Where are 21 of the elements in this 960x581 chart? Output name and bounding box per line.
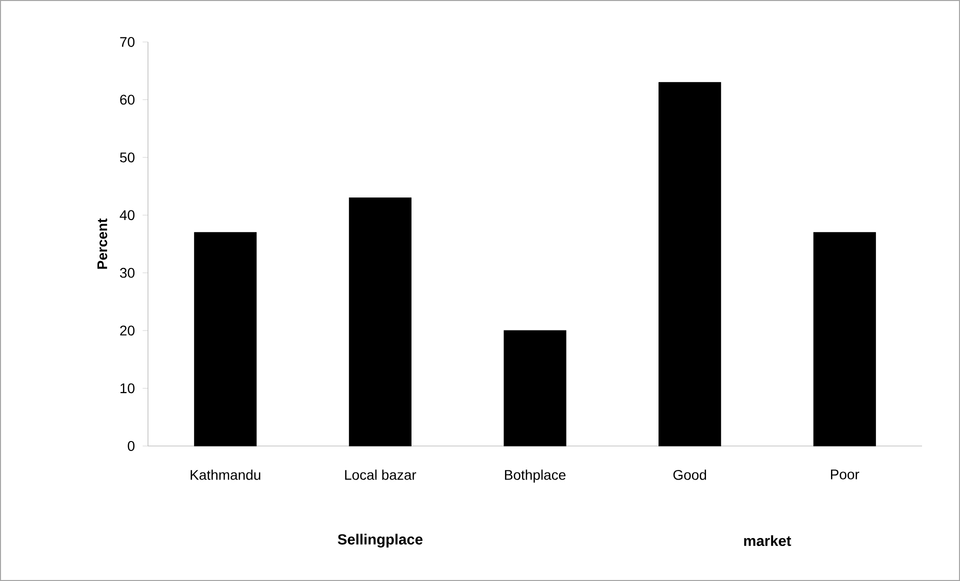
y-tick-label: 0 [128,441,134,451]
bar [658,82,722,446]
bar [194,232,257,446]
y-tick-label: 60 [120,94,134,105]
bar [813,232,876,446]
x-tick-label: Good [673,470,706,480]
x-tick-label: Kathmandu [190,470,260,480]
bar [504,330,566,446]
y-axis-title: Percent [97,218,108,269]
x-tick-label: Local bazar [345,470,416,480]
bar [348,198,412,446]
y-tick-label: 40 [120,210,134,220]
y-tick-label: 30 [120,268,134,278]
y-tick-label: 50 [120,152,134,162]
y-tick-label: 10 [120,383,134,394]
text: market [744,535,792,546]
text: Sellingplace [338,534,422,548]
x-tick-label: Poor [830,470,860,480]
y-tick-label: 20 [120,326,134,336]
x-tick-label: Bothplace [505,470,566,483]
y-tick-label: 70 [120,37,134,47]
